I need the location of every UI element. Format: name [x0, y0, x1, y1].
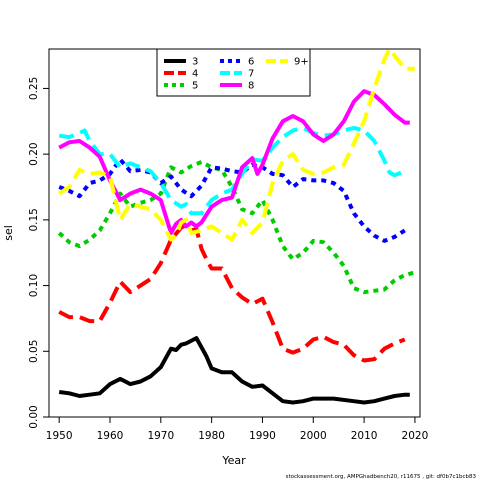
x-tick-label: 1950	[46, 430, 73, 442]
y-tick-label: 0.00	[28, 405, 40, 428]
y-tick-label: 0.05	[28, 340, 40, 363]
x-tick-label: 1970	[147, 430, 174, 442]
y-axis: 0.00 0.05 0.10 0.15 0.20 0.25	[28, 77, 49, 429]
x-axis-title: Year	[221, 454, 246, 467]
y-tick-label: 0.10	[28, 274, 40, 297]
series-line-8	[58, 89, 410, 235]
y-axis-title: sel	[2, 225, 15, 241]
x-tick-label: 1960	[97, 430, 124, 442]
series-layer	[57, 47, 416, 405]
x-tick-label: 1990	[249, 430, 276, 442]
x-tick-label: 2010	[351, 430, 378, 442]
series-line-7	[58, 125, 406, 216]
legend-label: 6	[248, 57, 254, 68]
x-axis: 1950 1960 1970 1980 1990 2000 2010 2020	[46, 417, 428, 442]
series-line-5	[57, 160, 416, 295]
y-tick-label: 0.15	[28, 208, 40, 231]
legend-label: 9+	[294, 57, 309, 68]
legend-label: 4	[192, 69, 198, 80]
x-tick-label: 2020	[402, 430, 429, 442]
legend-label: 8	[248, 81, 254, 92]
x-tick-label: 1980	[198, 430, 225, 442]
legend-label: 5	[192, 81, 198, 92]
y-tick-label: 0.20	[28, 142, 40, 165]
legend-label: 7	[248, 69, 254, 80]
legend: 345 678 9+	[156, 48, 311, 97]
footer-caption: stockassessment.org, AMPGhadbench20, r11…	[286, 474, 477, 480]
series-line-3	[58, 336, 410, 405]
x-tick-label: 2000	[300, 430, 327, 442]
legend-label: 3	[192, 57, 198, 68]
series-line-4	[58, 223, 406, 363]
y-tick-label: 0.25	[28, 77, 40, 100]
series-line-9plus	[58, 47, 415, 242]
